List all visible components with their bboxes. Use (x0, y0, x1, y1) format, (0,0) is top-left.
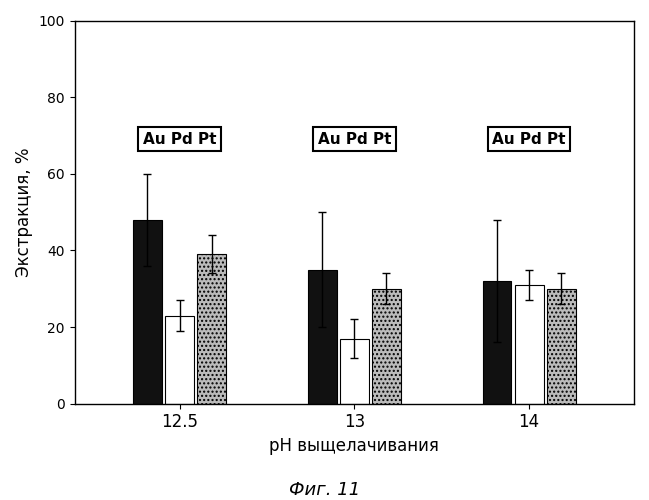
Text: Au Pd Pt: Au Pd Pt (317, 132, 391, 147)
Text: Au Pd Pt: Au Pd Pt (493, 132, 566, 147)
Bar (515, 285, 544, 404)
Bar (197, 254, 226, 404)
Bar (372, 289, 401, 404)
Bar (133, 220, 162, 404)
Bar (546, 289, 576, 404)
Text: Au Pd Pt: Au Pd Pt (143, 132, 216, 147)
X-axis label: рН выщелачивания: рН выщелачивания (269, 437, 439, 455)
Y-axis label: Экстракция, %: Экстракция, % (15, 148, 33, 277)
Bar (483, 281, 511, 404)
Bar (340, 338, 369, 404)
Bar (165, 316, 194, 404)
Bar (308, 270, 337, 404)
Text: Фиг. 11: Фиг. 11 (289, 481, 360, 499)
